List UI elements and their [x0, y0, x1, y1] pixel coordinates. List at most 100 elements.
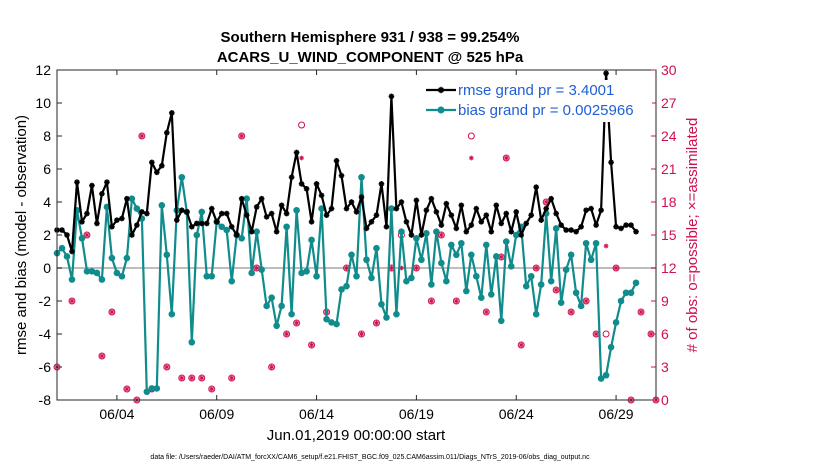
obs-assimilated-point	[209, 386, 215, 392]
rmse-point	[428, 195, 435, 202]
x-tick-label: 06/24	[499, 406, 534, 422]
rmse-point	[453, 225, 460, 232]
rmse-point	[353, 209, 360, 215]
y-tick-label: 4	[43, 194, 51, 210]
obs-assimilated-point	[503, 155, 509, 161]
legend-rmse-label: rmse grand pr = 3.4001	[458, 82, 614, 99]
rmse-point	[218, 210, 225, 217]
obs-assimilated-point	[543, 199, 549, 205]
rmse-point	[119, 215, 125, 222]
bias-point	[627, 289, 635, 297]
bias-point	[243, 195, 250, 202]
bias-point	[477, 294, 485, 302]
obs-assimilated-point	[533, 265, 539, 271]
bias-point	[507, 263, 515, 270]
rmse-point	[468, 222, 475, 228]
rmse-point	[89, 182, 95, 189]
rmse-point	[613, 223, 619, 230]
rmse-series	[54, 70, 639, 255]
rmse-point	[508, 228, 515, 235]
y-tick-label: -4	[39, 326, 52, 342]
rmse-point	[198, 220, 205, 227]
rmse-point	[498, 220, 505, 227]
rmse-point	[543, 205, 549, 212]
bias-point	[293, 206, 300, 214]
obs-assimilated-point	[269, 364, 275, 370]
rmse-point	[358, 194, 365, 200]
obs-possible-point	[208, 385, 216, 393]
rmse-point	[503, 210, 510, 217]
rmse-point	[558, 222, 564, 228]
y-right-tick-label: 24	[661, 128, 677, 144]
obs-possible-point	[602, 330, 610, 338]
rmse-point	[538, 217, 544, 223]
bias-point	[607, 343, 615, 351]
rmse-point	[69, 248, 75, 255]
rmse-point	[403, 219, 410, 225]
obs-possible-point	[482, 308, 490, 316]
y-right-tick-label: 9	[661, 293, 669, 309]
bias-point	[163, 251, 171, 259]
bias-point	[433, 228, 440, 235]
obs-assimilated-point	[603, 243, 609, 249]
obs-possible-point	[98, 352, 106, 360]
obs-assimilated-point	[638, 309, 644, 315]
bias-point	[93, 269, 101, 277]
rmse-point	[458, 202, 465, 209]
bias-point	[368, 274, 375, 282]
rmse-point	[208, 205, 215, 212]
obs-assimilated-point	[179, 375, 185, 381]
obs-assimilated-point	[124, 386, 130, 392]
bias-point	[423, 230, 430, 237]
obs-assimilated-point	[553, 287, 559, 293]
obs-possible-point	[283, 330, 291, 338]
bias-point	[592, 239, 600, 247]
rmse-point	[343, 205, 350, 212]
obs-possible-point	[452, 297, 460, 305]
chart-title-line2: ACARS_U_WIND_COMPONENT @ 525 hPa	[217, 49, 524, 66]
rmse-point	[588, 205, 594, 212]
rmse-point	[74, 179, 80, 185]
rmse-point	[129, 232, 135, 238]
bias-point	[438, 259, 445, 267]
rmse-point	[193, 220, 200, 227]
y-tick-label: 10	[35, 95, 51, 111]
obs-possible-point	[123, 385, 131, 393]
rmse-point	[333, 157, 340, 164]
obs-possible-point	[228, 374, 236, 382]
rmse-point	[623, 222, 629, 228]
obs-possible-point	[567, 308, 575, 316]
rmse-point	[593, 222, 599, 228]
bias-point	[258, 266, 265, 273]
rmse-point	[313, 181, 320, 187]
rmse-point	[398, 199, 405, 205]
rmse-point	[553, 210, 559, 217]
obs-possible-point	[298, 121, 306, 129]
rmse-point	[228, 223, 235, 230]
bias-point	[203, 272, 211, 280]
legend-rmse-marker	[437, 86, 445, 94]
bias-point	[58, 244, 66, 252]
bias-point	[323, 315, 330, 323]
rmse-point	[288, 174, 295, 181]
bias-point	[443, 277, 450, 285]
bias-point	[328, 319, 335, 326]
bias-point	[562, 266, 570, 273]
rmse-point	[243, 212, 250, 218]
obs-possible-point	[293, 319, 301, 327]
obs-assimilated-point	[389, 265, 394, 271]
obs-assimilated-point	[344, 265, 349, 271]
rmse-point	[278, 202, 285, 209]
obs-possible-point	[68, 297, 76, 305]
bias-point	[108, 254, 116, 262]
legend-box	[420, 80, 652, 122]
obs-possible-point	[637, 308, 645, 316]
obs-possible-point	[178, 374, 186, 382]
bias-point	[248, 269, 255, 277]
footer-data-file: data file: /Users/raeder/DAI/ATM_forcXX/…	[150, 454, 590, 461]
obs-assimilated-point	[199, 375, 205, 381]
bias-point	[577, 302, 585, 310]
bias-point	[537, 281, 545, 288]
obs-possible-point	[372, 319, 380, 327]
obs-assimilated-point	[438, 232, 444, 238]
